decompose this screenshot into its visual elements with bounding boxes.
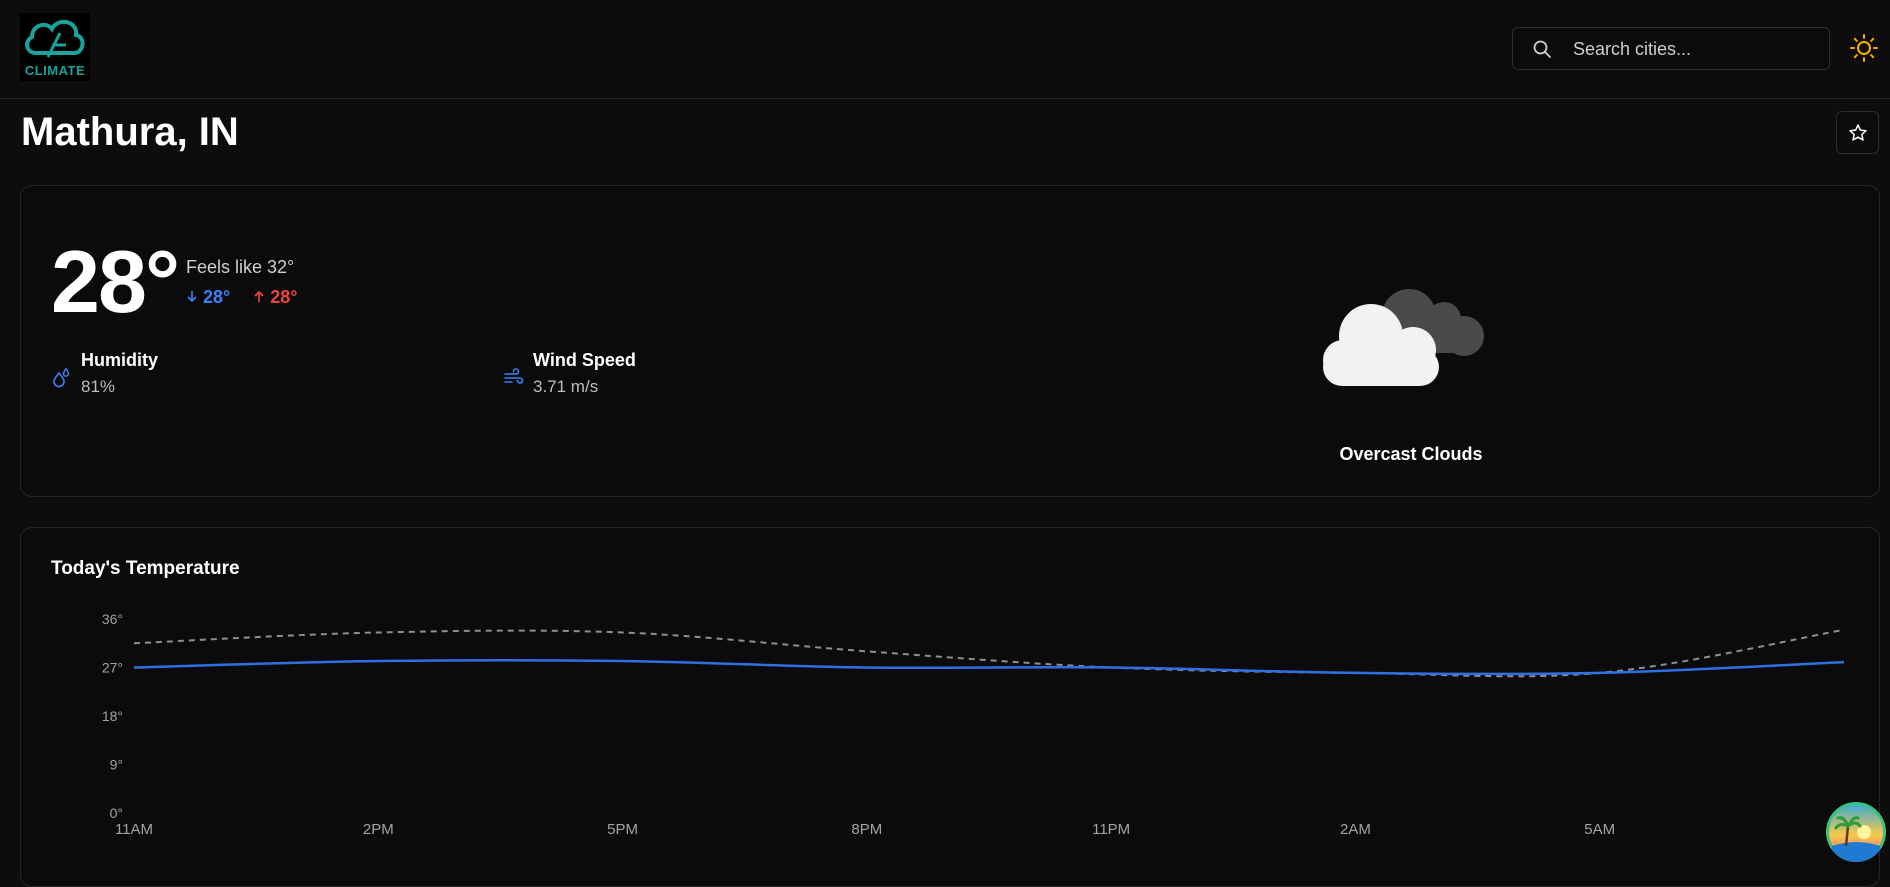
- temperature-series-line: [133, 658, 1845, 676]
- droplets-icon: [53, 367, 70, 388]
- app-header: CLIMATE: [0, 0, 1890, 99]
- temp-min-value: 28°: [203, 287, 231, 307]
- temp-max-value: 28°: [270, 287, 298, 307]
- search-box[interactable]: [1512, 27, 1830, 71]
- temperature-chart-card: Today's Temperature 0° 9° 18° 27° 36° 11AM 2PM…: [20, 527, 1880, 887]
- x-tick-label: 5PM: [607, 821, 638, 838]
- star-icon: [1849, 124, 1867, 141]
- feels-like: Feels like 32°: [186, 257, 295, 277]
- x-tick-label: 2PM: [363, 821, 394, 838]
- search-input[interactable]: [1571, 28, 1825, 71]
- x-tick-label: 11AM: [115, 821, 153, 838]
- cloud-logo-icon: [25, 19, 85, 58]
- temp-max: 28°: [253, 287, 298, 307]
- x-tick-label: 11PM: [1092, 821, 1130, 838]
- arrow-down-icon: [187, 291, 197, 303]
- y-tick-label: 9°: [110, 757, 123, 773]
- x-tick-label: 5AM: [1584, 821, 1615, 838]
- wind-speed-value: 3.71 m/s: [533, 377, 599, 396]
- y-tick-label: 36°: [102, 611, 123, 627]
- wind-speed-label: Wind Speed: [533, 350, 636, 370]
- overcast-clouds-icon: [1323, 289, 1484, 386]
- current-temperature: 28°: [51, 232, 180, 331]
- x-tick-label: 8PM: [851, 821, 882, 838]
- humidity-value: 81%: [81, 377, 116, 396]
- search-icon: [1533, 40, 1551, 58]
- arrow-up-icon: [254, 290, 264, 302]
- weather-condition: Overcast Clouds: [1339, 444, 1483, 464]
- chart-title: Today's Temperature: [51, 558, 240, 579]
- y-tick-label: 0°: [110, 805, 123, 821]
- temperature-chart: 0°9°18°27°36°11AM2PM5PM8PM11PM2AM5AM8AM: [102, 611, 1860, 838]
- min-max-temperature: 28° 28°: [186, 287, 298, 308]
- humidity-label: Humidity: [81, 350, 159, 370]
- avatar[interactable]: [1826, 802, 1886, 862]
- logo-text: CLIMATE: [24, 63, 86, 78]
- y-tick-label: 27°: [102, 660, 123, 676]
- x-tick-label: 2AM: [1340, 821, 1371, 838]
- current-weather-card: 28° Feels like 32° 28° 28° Humidity 81% …: [20, 185, 1880, 497]
- y-tick-label: 18°: [102, 708, 123, 724]
- favorite-button[interactable]: [1836, 111, 1879, 154]
- avatar-image-icon: [1826, 802, 1886, 862]
- feels-like-series-line: [133, 628, 1845, 678]
- sun-icon[interactable]: [1849, 33, 1879, 63]
- page-title: Mathura, IN: [21, 110, 239, 154]
- climate-logo[interactable]: CLIMATE: [20, 13, 90, 81]
- wind-icon: [504, 368, 524, 384]
- temp-min: 28°: [186, 287, 235, 307]
